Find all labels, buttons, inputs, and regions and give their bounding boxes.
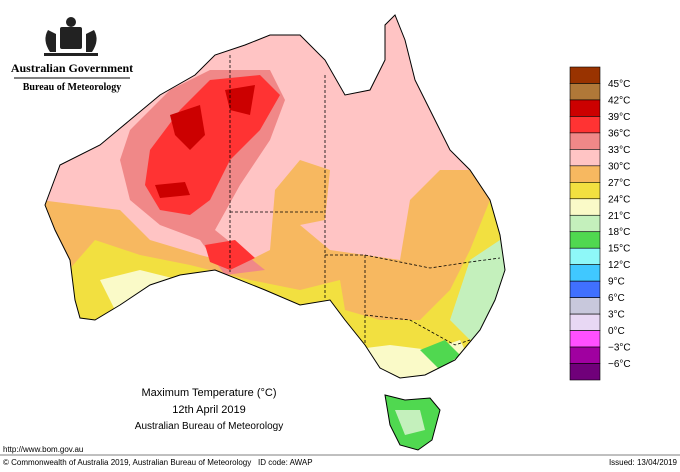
legend-swatch [569,247,601,265]
footer-url: http://www.bom.gov.au [3,445,83,454]
legend-swatch [569,346,601,364]
agency: Bureau of Meteorology [23,82,122,93]
footer-issued: Issued: 13/04/2019 [609,458,678,467]
legend-swatch [569,297,601,315]
legend-label: 24°C [608,194,630,205]
legend-label: 6°C [608,293,625,304]
legend-label: 42°C [608,95,630,106]
map-source: Australian Bureau of Meteorology [135,421,283,432]
legend-swatch [569,313,601,331]
legend-swatch [569,363,601,381]
legend-swatch [569,132,601,150]
coastline [44,14,506,379]
legend-label: 21°C [608,211,630,222]
legend-swatch [569,83,601,101]
legend-label: 45°C [608,79,630,90]
map-date: 12th April 2019 [172,404,245,416]
state-borders [229,55,501,346]
legend-label: 27°C [608,178,630,189]
legend-label: 33°C [608,145,630,156]
map-title: Maximum Temperature (°C) [141,387,276,399]
legend-label: 30°C [608,161,630,172]
legend-swatch [569,214,601,233]
legend-swatch [569,264,601,282]
tasmania-region [395,410,425,435]
legend-swatch [569,182,601,200]
legend: 45°C 42°C 39°C 36°C 33°C 30°C 27°C 24°C 21°C 18°C… [569,66,631,381]
legend-label: −6°C [608,359,631,370]
legend-label: 12°C [608,260,630,271]
legend-label: 18°C [608,227,630,238]
legend-label: 15°C [608,244,630,255]
coat-of-arms [44,17,98,56]
legend-swatch [569,66,601,84]
legend-swatch [569,99,601,117]
legend-label: 0°C [608,326,625,337]
legend-swatch [569,198,601,216]
legend-label: 39°C [608,112,630,123]
legend-swatch [569,231,601,249]
legend-swatch [569,149,601,167]
footer-copyright: © Commonwealth of Australia 2019, Austra… [3,458,251,467]
legend-swatch [569,330,601,348]
footer-id: ID code: AWAP [258,458,313,467]
legend-swatch [569,280,601,298]
legend-label: 36°C [608,128,630,139]
legend-label: 9°C [608,277,625,288]
legend-swatch [569,116,601,134]
legend-label: −3°C [608,343,631,354]
legend-swatch [569,165,601,183]
government: Australian Government [11,61,133,75]
legend-label: 3°C [608,310,625,321]
